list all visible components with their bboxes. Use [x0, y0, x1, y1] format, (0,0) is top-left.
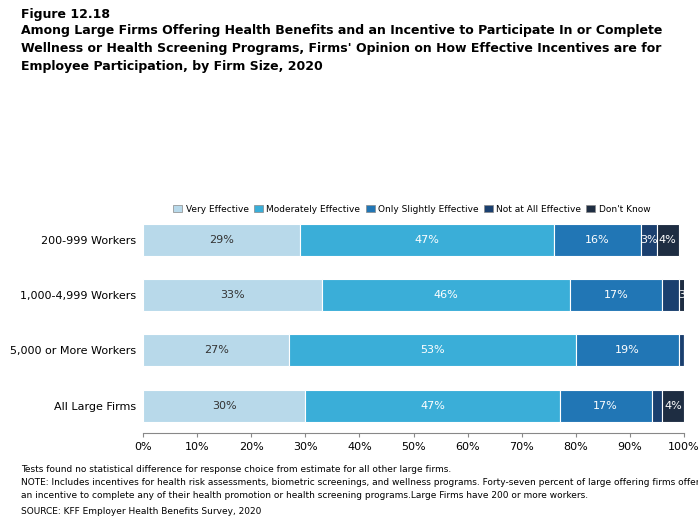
- Text: 16%: 16%: [585, 235, 610, 245]
- Bar: [678, 279, 695, 311]
- Bar: [306, 390, 560, 422]
- Text: 33%: 33%: [220, 290, 245, 300]
- Bar: [570, 279, 662, 311]
- Bar: [289, 334, 576, 366]
- Text: SOURCE: KFF Employer Health Benefits Survey, 2020: SOURCE: KFF Employer Health Benefits Sur…: [21, 507, 261, 516]
- Text: NOTE: Includes incentives for health risk assessments, biometric screenings, and: NOTE: Includes incentives for health ris…: [21, 478, 698, 487]
- Text: Among Large Firms Offering Health Benefits and an Incentive to Participate In or: Among Large Firms Offering Health Benefi…: [21, 24, 662, 72]
- Text: 53%: 53%: [420, 345, 445, 355]
- Bar: [678, 334, 684, 366]
- Bar: [662, 279, 678, 311]
- Text: 17%: 17%: [593, 401, 618, 411]
- Bar: [300, 224, 554, 256]
- Text: 3%: 3%: [640, 235, 658, 245]
- Text: 4%: 4%: [659, 235, 676, 245]
- Text: 19%: 19%: [615, 345, 639, 355]
- Text: an incentive to complete any of their health promotion or health screening progr: an incentive to complete any of their he…: [21, 491, 588, 500]
- Bar: [684, 334, 690, 366]
- Bar: [322, 279, 570, 311]
- Bar: [554, 224, 641, 256]
- Bar: [143, 224, 300, 256]
- Bar: [143, 279, 322, 311]
- Bar: [662, 390, 684, 422]
- Bar: [143, 390, 306, 422]
- Text: 47%: 47%: [415, 235, 440, 245]
- Text: Figure 12.18: Figure 12.18: [21, 8, 110, 21]
- Bar: [651, 390, 662, 422]
- Text: 17%: 17%: [604, 290, 629, 300]
- Bar: [143, 334, 289, 366]
- Legend: Very Effective, Moderately Effective, Only Slightly Effective, Not at All Effect: Very Effective, Moderately Effective, On…: [170, 202, 654, 217]
- Bar: [576, 334, 678, 366]
- Text: 29%: 29%: [209, 235, 234, 245]
- Text: 47%: 47%: [420, 401, 445, 411]
- Text: 4%: 4%: [664, 401, 682, 411]
- Text: 27%: 27%: [204, 345, 228, 355]
- Text: 30%: 30%: [212, 401, 237, 411]
- Text: 3%: 3%: [678, 290, 696, 300]
- Bar: [560, 390, 651, 422]
- Text: 46%: 46%: [433, 290, 459, 300]
- Text: Tests found no statistical difference for response choice from estimate for all : Tests found no statistical difference fo…: [21, 465, 451, 474]
- Bar: [641, 224, 657, 256]
- Bar: [657, 224, 678, 256]
